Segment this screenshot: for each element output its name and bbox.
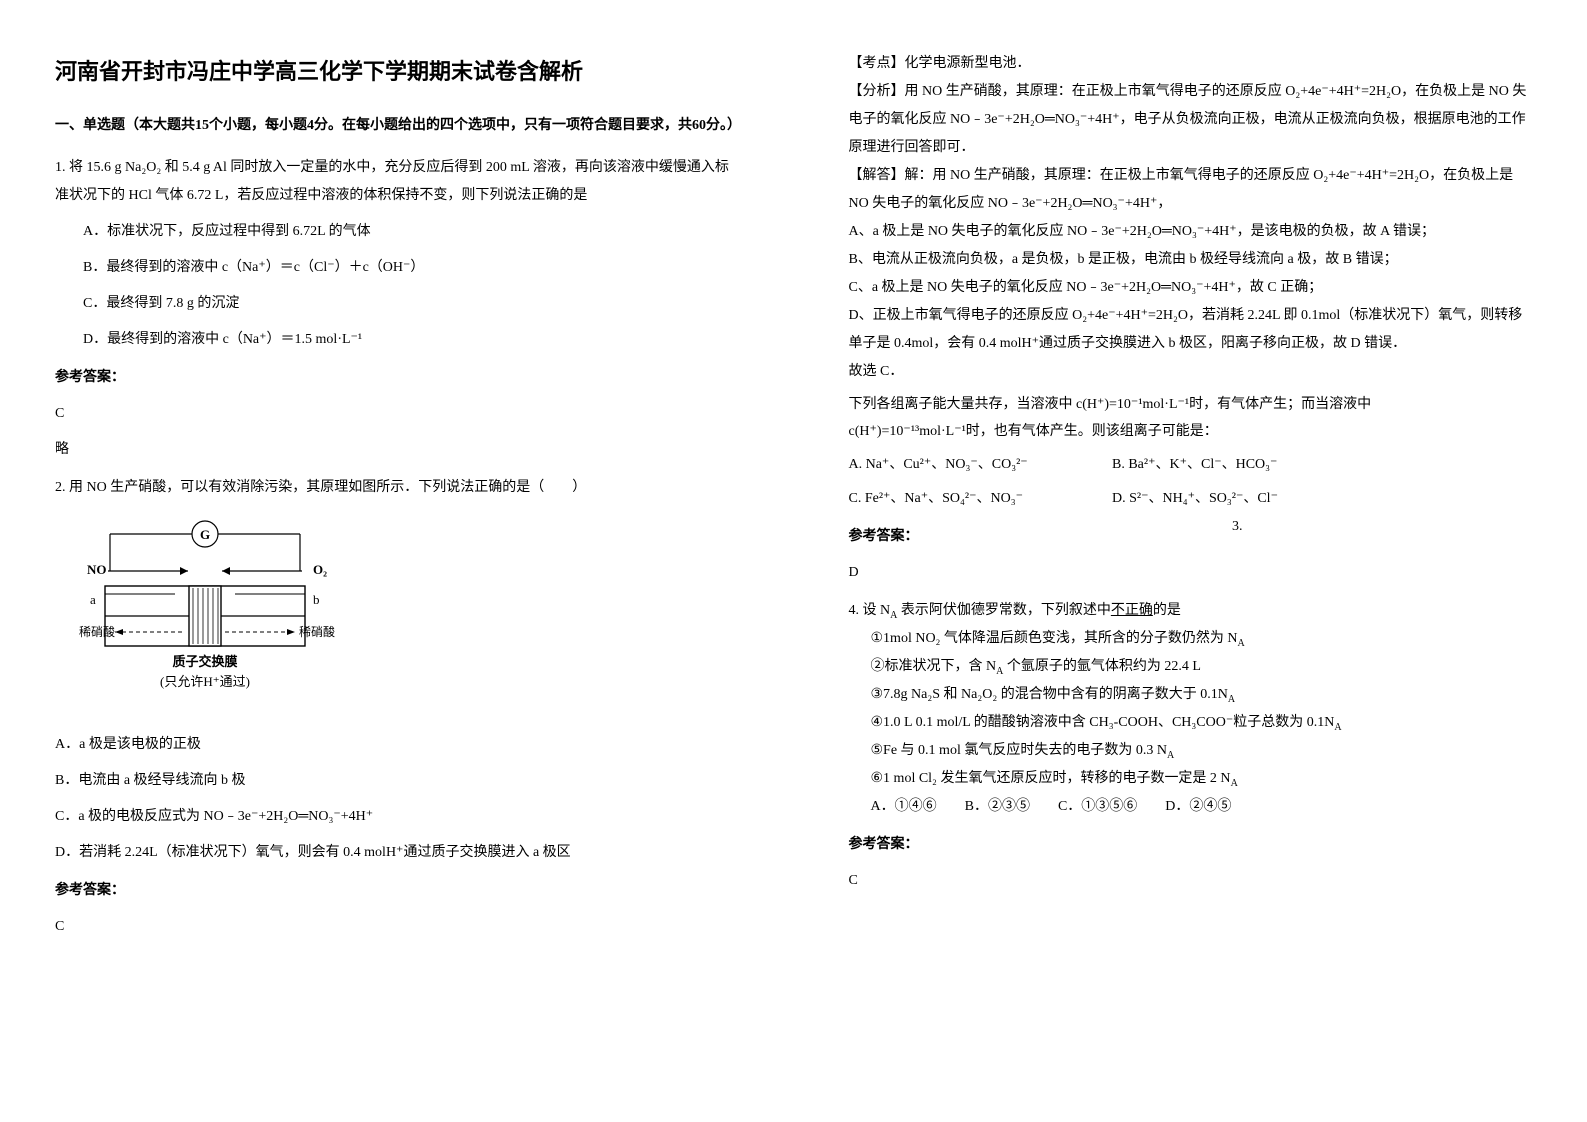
fenxi: 【分析】用 NO 生产硝酸，其原理：在正极上市氧气得电子的还原反应 O₂+4e⁻… bbox=[849, 78, 1533, 162]
diagram-a: a bbox=[90, 592, 96, 607]
left-column: 河南省开封市冯庄中学高三化学下学期期末试卷含解析 一、单选题（本大题共15个小题… bbox=[0, 0, 794, 1122]
page-title: 河南省开封市冯庄中学高三化学下学期期末试卷含解析 bbox=[55, 50, 739, 94]
kaodian: 【考点】化学电源新型电池． bbox=[849, 50, 1533, 78]
q1-option-b: B．最终得到的溶液中 c（Na⁺）＝c（Cl⁻）＋c（OH⁻） bbox=[83, 254, 739, 282]
q4-o6: ⑥1 mol Cl₂ 发生氧气还原反应时，转移的电子数一定是 2 NA bbox=[871, 765, 1533, 793]
q1-option-d: D．最终得到的溶液中 c（Na⁺）＝1.5 mol·L⁻¹ bbox=[83, 326, 739, 354]
q3-row1: A. Na⁺、Cu²⁺、NO₃⁻、CO₃²⁻ B. Ba²⁺、K⁺、Cl⁻、HC… bbox=[849, 451, 1533, 479]
q4-o2: ②标准状况下，含 NA 个氩原子的氩气体积约为 22.4 L bbox=[871, 653, 1533, 681]
q2-option-d: D．若消耗 2.24L（标准状况下）氧气，则会有 0.4 molH⁺通过质子交换… bbox=[55, 839, 739, 867]
q4-answer: C bbox=[849, 867, 1533, 895]
question-2: 2. 用 NO 生产硝酸，可以有效消除污染，其原理如图所示．下列说法正确的是（ … bbox=[55, 474, 739, 941]
q2-answer-label: 参考答案： bbox=[55, 877, 739, 905]
q3-answer: D bbox=[849, 559, 1533, 587]
q4-stem: 4. 设 NA 表示阿伏伽德罗常数，下列叙述中不正确的是 bbox=[849, 597, 1533, 625]
q4-o3: ③7.8g Na₂S 和 Na₂O₂ 的混合物中含有的阴离子数大于 0.1NA bbox=[871, 681, 1533, 709]
diagram-b: b bbox=[313, 592, 320, 607]
q2-diagram: G NO O₂ a b bbox=[75, 516, 739, 717]
question-1: 1. 将 15.6 g Na₂O₂ 和 5.4 g Al 同时放入一定量的水中，… bbox=[55, 154, 739, 464]
diagram-right-label: 稀硝酸 bbox=[299, 624, 335, 639]
q4-o4: ④1.0 L 0.1 mol/L 的醋酸钠溶液中含 CH₃-COOH、CH₃CO… bbox=[871, 709, 1533, 737]
q2-option-a: A．a 极是该电极的正极 bbox=[55, 731, 739, 759]
section-heading: 一、单选题（本大题共15个小题，每小题4分。在每小题给出的四个选项中，只有一项符… bbox=[55, 112, 739, 140]
q1-answer: C bbox=[55, 400, 739, 428]
q4-o1: ①1mol NO₂ 气体降温后颜色变浅，其所含的分子数仍然为 NA bbox=[871, 625, 1533, 653]
diagram-membrane-note: (只允许H⁺通过) bbox=[160, 674, 250, 689]
q2-option-c: C．a 极的电极反应式为 NO﹣3e⁻+2H₂O═NO₃⁻+4H⁺ bbox=[55, 803, 739, 831]
jieda-d: D、正极上市氧气得电子的还原反应 O₂+4e⁻+4H⁺=2H₂O，若消耗 2.2… bbox=[849, 302, 1533, 358]
q4-o5: ⑤Fe 与 0.1 mol 氯气反应时失去的电子数为 0.3 NA bbox=[871, 737, 1533, 765]
diagram-no: NO bbox=[87, 562, 107, 577]
diagram-g: G bbox=[200, 527, 210, 542]
right-column: 【考点】化学电源新型电池． 【分析】用 NO 生产硝酸，其原理：在正极上市氧气得… bbox=[794, 0, 1587, 1122]
q3-row2: C. Fe²⁺、Na⁺、SO₄²⁻、NO₃⁻ D. S²⁻、NH₄⁺、SO₃²⁻… bbox=[849, 485, 1533, 513]
jieda-a: A、a 极上是 NO 失电子的氧化反应 NO﹣3e⁻+2H₂O═NO₃⁻+4H⁺… bbox=[849, 218, 1533, 246]
q3-stem2: c(H⁺)=10⁻¹³mol·L⁻¹时，也有气体产生。则该组离子可能是： bbox=[849, 419, 1533, 446]
diagram-membrane: 质子交换膜 bbox=[172, 654, 237, 669]
q2-option-b: B．电流由 a 极经导线流向 b 极 bbox=[55, 767, 739, 795]
question-3: 下列各组离子能大量共存，当溶液中 c(H⁺)=10⁻¹mol·L⁻¹时，有气体产… bbox=[849, 392, 1533, 587]
jieda-conclusion: 故选 C． bbox=[849, 358, 1533, 386]
q3-option-b: B. Ba²⁺、K⁺、Cl⁻、HCO₃⁻ bbox=[1112, 451, 1372, 479]
jieda-b: B、电流从正极流向负极，a 是负极，b 是正极，电流由 b 极经导线流向 a 极… bbox=[849, 246, 1533, 274]
q2-stem: 2. 用 NO 生产硝酸，可以有效消除污染，其原理如图所示．下列说法正确的是（ … bbox=[55, 474, 739, 502]
q3-option-c: C. Fe²⁺、Na⁺、SO₄²⁻、NO₃⁻ bbox=[849, 485, 1109, 513]
q3-option-d: D. S²⁻、NH₄⁺、SO₃²⁻、Cl⁻ bbox=[1112, 485, 1372, 513]
question-4: 4. 设 NA 表示阿伏伽德罗常数，下列叙述中不正确的是 ①1mol NO₂ 气… bbox=[849, 597, 1533, 895]
jieda: 【解答】解：用 NO 生产硝酸，其原理：在正极上市氧气得电子的还原反应 O₂+4… bbox=[849, 162, 1533, 218]
q4-answer-label: 参考答案： bbox=[849, 831, 1533, 859]
q1-stem: 1. 将 15.6 g Na₂O₂ 和 5.4 g Al 同时放入一定量的水中，… bbox=[55, 154, 739, 210]
diagram-left-label: 稀硝酸 bbox=[79, 624, 115, 639]
q1-option-a: A．标准状况下，反应过程中得到 6.72L 的气体 bbox=[83, 218, 739, 246]
q3-number: 3. bbox=[1232, 513, 1492, 541]
q3-option-a: A. Na⁺、Cu²⁺、NO₃⁻、CO₃²⁻ bbox=[849, 451, 1109, 479]
q4-options: A．①④⑥ B．②③⑤ C．①③⑤⑥ D．②④⑤ bbox=[871, 793, 1533, 821]
q1-option-c: C．最终得到 7.8 g 的沉淀 bbox=[83, 290, 739, 318]
q3-stem1: 下列各组离子能大量共存，当溶液中 c(H⁺)=10⁻¹mol·L⁻¹时，有气体产… bbox=[849, 392, 1533, 419]
q1-note: 略 bbox=[55, 436, 739, 464]
jieda-c: C、a 极上是 NO 失电子的氧化反应 NO﹣3e⁻+2H₂O═NO₃⁻+4H⁺… bbox=[849, 274, 1533, 302]
diagram-o2: O₂ bbox=[313, 562, 327, 577]
q2-answer: C bbox=[55, 913, 739, 941]
q1-answer-label: 参考答案： bbox=[55, 364, 739, 392]
